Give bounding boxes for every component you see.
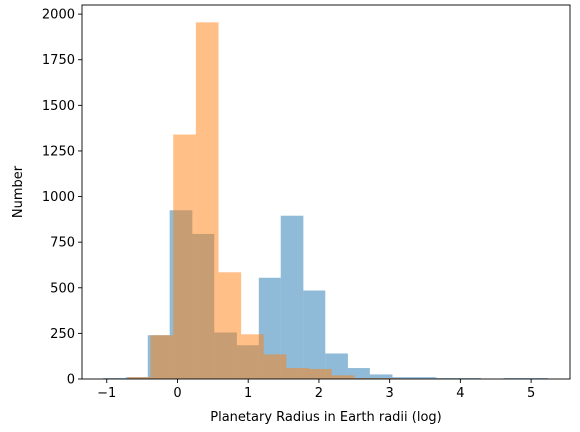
histogram-bar-series-1-bin-9 (280, 215, 304, 379)
histogram-bar-series-2-bin-2 (150, 335, 174, 379)
histogram-bar-series-1-bin-1 (103, 378, 126, 379)
histogram-bar-series-2-bin-11 (354, 378, 377, 379)
y-tick-label: 1500 (42, 99, 75, 114)
x-tick-label: 4 (456, 386, 464, 401)
histogram-bar-series-1-bin-13 (369, 374, 393, 379)
histogram-bar-series-2-bin-4 (195, 22, 219, 380)
y-tick-label: 1250 (42, 144, 75, 159)
histogram-bars (103, 22, 549, 380)
y-tick-label: 1750 (42, 53, 75, 68)
x-axis-label: Planetary Radius in Earth radii (log) (210, 410, 441, 425)
histogram-bar-series-1-bin-16 (436, 378, 459, 379)
plot-frame (81, 4, 571, 380)
y-tick-label: 750 (50, 236, 75, 251)
x-tick-label: −1 (97, 386, 116, 401)
histogram-bar-series-2-bin-1 (127, 377, 151, 379)
y-tick-label: 0 (67, 373, 75, 388)
y-tick-label: 500 (50, 281, 75, 296)
histogram-bar-series-2-bin-7 (263, 354, 287, 379)
x-tick-label: 2 (315, 386, 323, 401)
plot-background (82, 5, 570, 379)
histogram-bar-series-1-bin-8 (258, 277, 281, 379)
histogram-bar-series-1-bin-17 (458, 378, 481, 379)
histogram-bar-series-1-bin-12 (347, 368, 370, 379)
histogram-bar-series-1-bin-14 (392, 377, 415, 379)
histogram-bar-series-1-bin-19 (503, 378, 526, 379)
histogram-bar-series-1-bin-20 (525, 378, 549, 379)
y-tick-label: 250 (50, 327, 75, 342)
x-tick-label: 5 (527, 386, 535, 401)
histogram-bar-series-2-bin-3 (173, 134, 196, 379)
histogram-bar-series-2-bin-10 (331, 375, 355, 379)
y-axis-ticks: 0 250 500 750 1000 1250 1500 1750 2000 (42, 8, 82, 388)
x-tick-label: 0 (173, 386, 181, 401)
x-tick-label: 1 (244, 386, 252, 401)
y-tick-label: 2000 (42, 8, 75, 23)
histogram-bar-series-1-bin-10 (303, 290, 326, 379)
histogram-bar-series-1-bin-15 (414, 377, 437, 379)
histogram-bar-series-2-bin-12 (376, 378, 400, 379)
histogram-bar-series-2-bin-9 (309, 368, 332, 379)
histogram-bar-series-2-bin-6 (241, 334, 264, 379)
histogram-bar-series-2-bin-5 (218, 272, 242, 379)
y-axis-label: Number (11, 165, 26, 218)
x-tick-label: 3 (386, 386, 394, 401)
histogram-bar-series-2-bin-8 (286, 368, 310, 379)
x-axis-ticks: −1 0 1 2 3 4 5 (97, 379, 535, 401)
y-tick-label: 1000 (42, 190, 75, 205)
